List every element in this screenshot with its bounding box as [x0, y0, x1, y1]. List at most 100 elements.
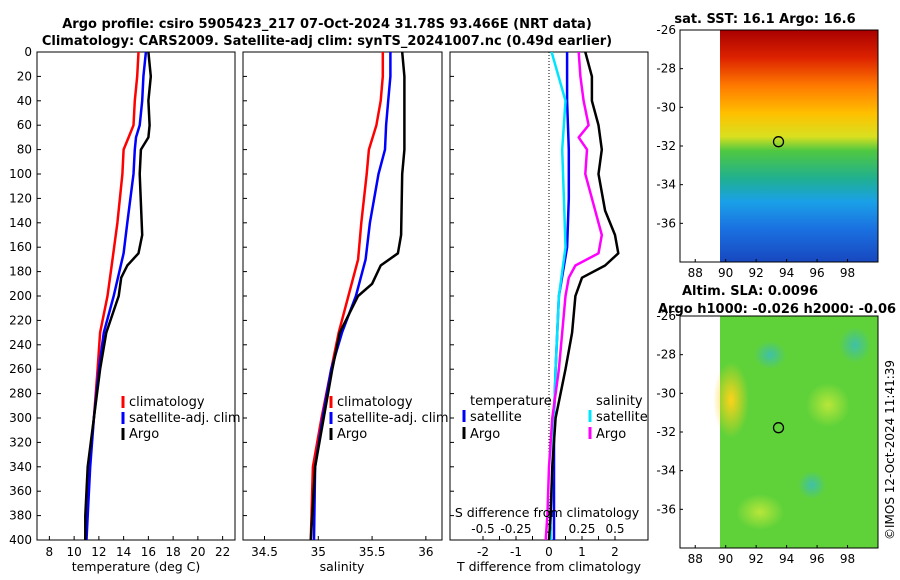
- depth-tick-label: 380: [9, 509, 32, 523]
- temperature-axes: [36, 51, 236, 541]
- sla-high-anomaly: [713, 362, 749, 438]
- temperature-tick-labels: 8 10 12 14 16 18 20 22: [46, 536, 230, 559]
- x-tick-label: 36: [418, 545, 433, 559]
- temperature-lines: [84, 52, 153, 540]
- sla-light-anomaly: [806, 383, 850, 427]
- figure-title: Argo profile: csiro 5905423_217 07-Oct-2…: [62, 17, 592, 32]
- sla-map-lon-ticks: 88 90 92 94 96 98: [688, 545, 855, 566]
- legend-climatology-label: climatology: [337, 395, 413, 410]
- depth-tick-label: 400: [9, 533, 32, 547]
- legend-temperature-title: temperature: [470, 394, 552, 409]
- s-difference-xlabel: S difference from climatology: [455, 505, 640, 520]
- legend-t-argo-label: Argo: [470, 427, 500, 442]
- sla-map: Altim. SLA: 0.0096 Argo h1000: -0.026 h2…: [656, 284, 896, 566]
- depth-tick-label: 180: [9, 265, 32, 279]
- lat-tick-label: -36: [656, 216, 676, 230]
- depth-tick-label: 80: [17, 143, 32, 157]
- lon-tick-label: 98: [840, 552, 855, 566]
- lat-tick-label: -30: [656, 100, 676, 114]
- salinity-tick-labels: 34.5 35 35.5 36: [251, 536, 434, 559]
- x-tick-label: 34.5: [251, 545, 278, 559]
- s-tick-label: 0.25: [569, 522, 596, 536]
- x-tick-label: 18: [165, 545, 180, 559]
- sst-argo-location-marker: [772, 136, 785, 148]
- lon-tick-label: 96: [809, 266, 824, 280]
- series-climatology: [309, 52, 385, 540]
- depth-tick-label: 160: [9, 240, 32, 254]
- s-tick-label: -0.25: [500, 522, 531, 536]
- depth-tick-label: 60: [17, 118, 32, 132]
- series-satellite-adj-clim: [85, 52, 148, 540]
- lat-tick-label: -34: [656, 464, 676, 478]
- legend-climatology-label: climatology: [129, 395, 205, 410]
- x-tick-label: -1: [510, 545, 522, 559]
- sst-map-field: [720, 30, 878, 262]
- legend-satellite-label: satellite-adj. clim: [337, 411, 449, 426]
- x-tick-label: 10: [66, 545, 81, 559]
- depth-tick-label: 360: [9, 484, 32, 498]
- sla-map-subtitle: Argo h1000: -0.026 h2000: -0.06: [658, 302, 896, 317]
- lon-tick-label: 88: [688, 266, 703, 280]
- lat-tick-label: -26: [656, 309, 676, 323]
- sla-light-anomaly: [736, 494, 784, 530]
- x-tick-label: 8: [46, 545, 54, 559]
- figure-subtitle: Climatology: CARS2009. Satellite-adj cli…: [42, 34, 612, 49]
- legend-argo-label: Argo: [129, 427, 159, 442]
- lon-tick-label: 98: [840, 266, 855, 280]
- x-tick-label: 20: [190, 545, 205, 559]
- difference-panel: -2 -1 0 1 2 -0.5 -0.25 0 0.25 0.5 S difference f…: [449, 51, 649, 574]
- lat-tick-label: -30: [656, 386, 676, 400]
- series-argo: [84, 52, 153, 540]
- depth-tick-label: 220: [9, 313, 32, 327]
- x-tick-label: 12: [91, 545, 106, 559]
- depth-tick-label: 340: [9, 460, 32, 474]
- depth-tick-label: 140: [9, 216, 32, 230]
- lon-tick-label: 94: [779, 552, 794, 566]
- sst-map-title: sat. SST: 16.1 Argo: 16.6: [674, 12, 855, 27]
- salinity-lines: [309, 52, 406, 540]
- salinity-panel: 34.5 35 35.5 36 salinity climatology satell…: [242, 51, 449, 574]
- x-tick-label: 2: [611, 545, 619, 559]
- series-t-argo: [547, 52, 620, 540]
- lon-tick-label: 92: [749, 552, 764, 566]
- x-tick-label: 22: [215, 545, 230, 559]
- legend-s-argo-label: Argo: [596, 427, 626, 442]
- sla-map-title: Altim. SLA: 0.0096: [682, 284, 818, 299]
- difference-lines: [544, 52, 620, 540]
- depth-tick-label: 20: [17, 69, 32, 83]
- depth-tick-label: 40: [17, 94, 32, 108]
- difference-legend: temperature satellite Argo salinity sate…: [462, 394, 648, 442]
- temperature-panel: 0 20 40 60 80 100 120 140 160 180 200 220 240 260 280 3…: [9, 45, 241, 574]
- series-satellite-adj-clim: [312, 52, 392, 540]
- sla-low-anomaly: [798, 471, 826, 499]
- x-tick-label: 0: [545, 545, 553, 559]
- temperature-legend: climatology satellite-adj. clim Argo: [121, 395, 241, 442]
- depth-tick-label: 280: [9, 387, 32, 401]
- sst-map-lon-ticks: 88 90 92 94 96 98: [688, 259, 855, 280]
- depth-tick-label: 200: [9, 289, 32, 303]
- sst-map: sat. SST: 16.1 Argo: 16.6 88 90 92 94 96 98 -…: [656, 12, 879, 280]
- depth-tick-label: 0: [24, 45, 32, 59]
- t-difference-xlabel: T difference from climatology: [456, 559, 642, 574]
- lon-tick-label: 92: [749, 266, 764, 280]
- lat-tick-label: -36: [656, 502, 676, 516]
- x-tick-label: -2: [477, 545, 489, 559]
- salinity-xlabel: salinity: [320, 559, 365, 574]
- x-tick-label: 16: [141, 545, 156, 559]
- lat-tick-label: -32: [656, 425, 676, 439]
- s-tick-label: 0.5: [605, 522, 624, 536]
- depth-tick-label: 240: [9, 338, 32, 352]
- series-climatology: [84, 52, 140, 540]
- sla-map-lat-ticks: -26 -28 -30 -32 -34 -36: [656, 309, 683, 516]
- sla-low-anomaly: [754, 341, 786, 369]
- lon-tick-label: 88: [688, 552, 703, 566]
- lat-tick-label: -28: [656, 348, 676, 362]
- depth-tick-label: 120: [9, 191, 32, 205]
- x-tick-label: 35: [311, 545, 326, 559]
- salinity-axes: [242, 51, 443, 541]
- s-tick-label: -0.5: [471, 522, 494, 536]
- lat-tick-label: -26: [656, 23, 676, 37]
- lon-tick-label: 96: [809, 552, 824, 566]
- depth-tick-label: 260: [9, 362, 32, 376]
